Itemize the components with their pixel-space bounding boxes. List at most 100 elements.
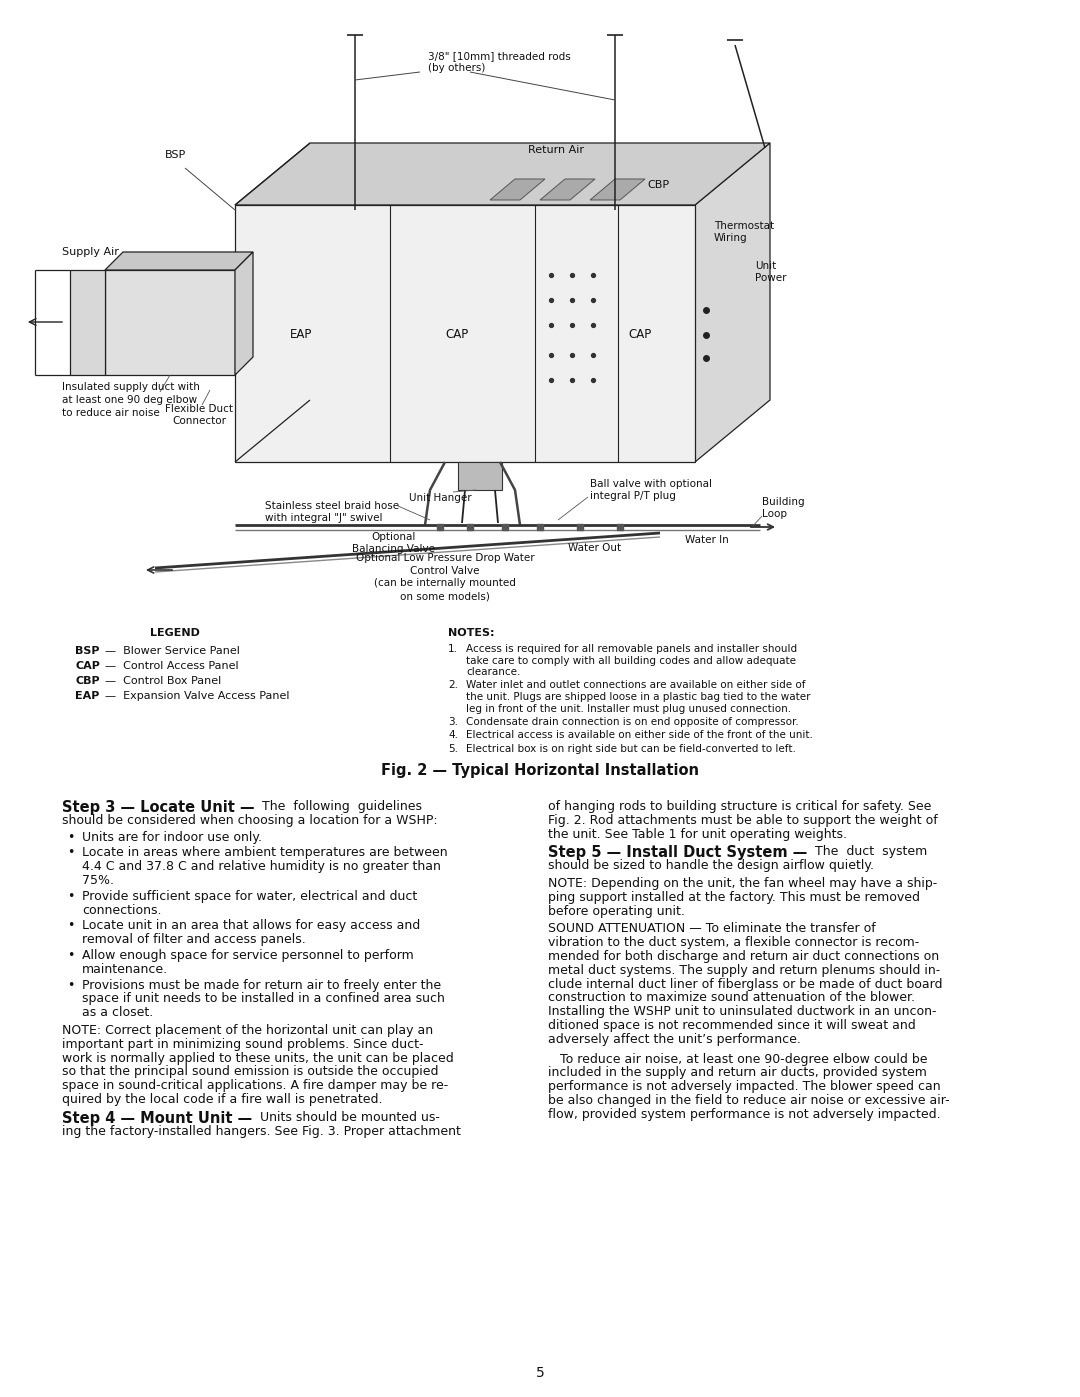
Text: performance is not adversely impacted. The blower speed can: performance is not adversely impacted. T… (548, 1080, 941, 1094)
Text: mended for both discharge and return air duct connections on: mended for both discharge and return air… (548, 950, 940, 963)
Text: clearance.: clearance. (465, 666, 521, 678)
Text: maintenance.: maintenance. (82, 963, 168, 975)
Text: CAP: CAP (627, 328, 651, 341)
Text: Electrical box is on right side but can be field-converted to left.: Electrical box is on right side but can … (465, 745, 796, 754)
Text: —  Control Box Panel: — Control Box Panel (105, 676, 221, 686)
Text: SOUND ATTENUATION — To eliminate the transfer of: SOUND ATTENUATION — To eliminate the tra… (548, 922, 876, 936)
Text: •: • (67, 919, 75, 932)
Text: To reduce air noise, at least one 90-degree elbow could be: To reduce air noise, at least one 90-deg… (548, 1052, 928, 1066)
Text: 3.: 3. (448, 717, 458, 726)
Text: flow, provided system performance is not adversely impacted.: flow, provided system performance is not… (548, 1108, 941, 1120)
Text: Step 5 — Install Duct System —: Step 5 — Install Duct System — (548, 845, 807, 861)
Text: the unit. Plugs are shipped loose in a plastic bag tied to the water: the unit. Plugs are shipped loose in a p… (465, 692, 810, 703)
Text: Fig. 2. Rod attachments must be able to support the weight of: Fig. 2. Rod attachments must be able to … (548, 814, 937, 827)
Text: Water In: Water In (685, 535, 729, 545)
Text: adversely affect the unit’s performance.: adversely affect the unit’s performance. (548, 1032, 801, 1046)
Text: Step 3 — Locate Unit —: Step 3 — Locate Unit — (62, 800, 255, 814)
Text: Provisions must be made for return air to freely enter the: Provisions must be made for return air t… (82, 979, 441, 992)
Text: 75%.: 75%. (82, 875, 114, 887)
Text: 5.: 5. (448, 745, 458, 754)
Text: should be sized to handle the design airflow quietly.: should be sized to handle the design air… (548, 859, 874, 872)
Text: Water Out: Water Out (568, 543, 621, 553)
Text: Thermostat
Wiring: Thermostat Wiring (714, 221, 774, 243)
Text: ping support installed at the factory. This must be removed: ping support installed at the factory. T… (548, 891, 920, 904)
Text: so that the principal sound emission is outside the occupied: so that the principal sound emission is … (62, 1066, 438, 1078)
Polygon shape (105, 270, 235, 374)
Polygon shape (235, 205, 696, 462)
Text: Allow enough space for service personnel to perform: Allow enough space for service personnel… (82, 949, 414, 963)
Text: The  duct  system: The duct system (807, 845, 928, 858)
Text: Unit Hanger: Unit Hanger (408, 493, 471, 503)
Text: Locate in areas where ambient temperatures are between: Locate in areas where ambient temperatur… (82, 847, 447, 859)
Text: •: • (67, 979, 75, 992)
Text: metal duct systems. The supply and return plenums should in-: metal duct systems. The supply and retur… (548, 964, 941, 977)
Text: leg in front of the unit. Installer must plug unused connection.: leg in front of the unit. Installer must… (465, 704, 792, 714)
Text: 4.: 4. (448, 731, 458, 740)
Text: •: • (67, 890, 75, 902)
Text: Insulated supply duct with
at least one 90 deg elbow
to reduce air noise: Insulated supply duct with at least one … (62, 383, 200, 418)
Text: LEGEND: LEGEND (150, 629, 200, 638)
Text: Step 4 — Mount Unit —: Step 4 — Mount Unit — (62, 1111, 252, 1126)
Text: Units should be mounted us-: Units should be mounted us- (252, 1111, 440, 1123)
Text: Stainless steel braid hose
with integral "J" swivel: Stainless steel braid hose with integral… (265, 500, 400, 524)
Text: as a closet.: as a closet. (82, 1006, 153, 1020)
Polygon shape (696, 142, 770, 462)
Polygon shape (235, 142, 770, 205)
Text: —  Expansion Valve Access Panel: — Expansion Valve Access Panel (105, 692, 289, 701)
Text: NOTES:: NOTES: (448, 629, 495, 638)
Text: 2.: 2. (448, 680, 458, 690)
Text: the unit. See Table 1 for unit operating weights.: the unit. See Table 1 for unit operating… (548, 827, 847, 841)
Text: should be considered when choosing a location for a WSHP:: should be considered when choosing a loc… (62, 814, 437, 827)
Text: clude internal duct liner of fiberglass or be made of duct board: clude internal duct liner of fiberglass … (548, 978, 943, 990)
Text: Provide sufficient space for water, electrical and duct: Provide sufficient space for water, elec… (82, 890, 417, 902)
Text: Water inlet and outlet connections are available on either side of: Water inlet and outlet connections are a… (465, 680, 806, 690)
Text: NOTE: Depending on the unit, the fan wheel may have a ship-: NOTE: Depending on the unit, the fan whe… (548, 877, 937, 890)
Text: CBP: CBP (75, 676, 99, 686)
Polygon shape (590, 179, 645, 200)
Text: Units are for indoor use only.: Units are for indoor use only. (82, 831, 262, 844)
Text: removal of filter and access panels.: removal of filter and access panels. (82, 933, 306, 946)
Text: The  following  guidelines: The following guidelines (255, 800, 422, 813)
Text: 4.4 C and 37.8 C and relative humidity is no greater than: 4.4 C and 37.8 C and relative humidity i… (82, 861, 441, 873)
Text: Fig. 2 — Typical Horizontal Installation: Fig. 2 — Typical Horizontal Installation (381, 763, 699, 778)
Text: •: • (67, 847, 75, 859)
Text: 5: 5 (536, 1366, 544, 1380)
Text: Electrical access is available on either side of the front of the unit.: Electrical access is available on either… (465, 731, 813, 740)
Text: Unit
Power: Unit Power (755, 261, 786, 284)
Text: Condensate drain connection is on end opposite of compressor.: Condensate drain connection is on end op… (465, 717, 799, 726)
Text: BSP: BSP (165, 149, 186, 161)
Text: Installing the WSHP unit to uninsulated ductwork in an uncon-: Installing the WSHP unit to uninsulated … (548, 1006, 936, 1018)
Text: EAP: EAP (291, 328, 312, 341)
Text: Return Air: Return Air (528, 145, 584, 155)
Text: Ball valve with optional
integral P/T plug: Ball valve with optional integral P/T pl… (590, 479, 712, 502)
Text: quired by the local code if a fire wall is penetrated.: quired by the local code if a fire wall … (62, 1092, 382, 1106)
Polygon shape (70, 270, 105, 374)
Text: Access is required for all removable panels and installer should: Access is required for all removable pan… (465, 644, 797, 654)
Polygon shape (235, 251, 253, 374)
Text: —  Control Access Panel: — Control Access Panel (105, 661, 239, 671)
Text: —  Blower Service Panel: — Blower Service Panel (105, 645, 240, 657)
Text: space in sound-critical applications. A fire damper may be re-: space in sound-critical applications. A … (62, 1080, 448, 1092)
Text: Flexible Duct
Connector: Flexible Duct Connector (165, 404, 233, 426)
Polygon shape (490, 179, 545, 200)
Text: Building
Loop: Building Loop (762, 496, 805, 520)
Text: 3/8" [10mm] threaded rods
(by others): 3/8" [10mm] threaded rods (by others) (428, 50, 570, 74)
Text: work is normally applied to these units, the unit can be placed: work is normally applied to these units,… (62, 1052, 454, 1065)
Text: important part in minimizing sound problems. Since duct-: important part in minimizing sound probl… (62, 1038, 423, 1051)
Text: take care to comply with all building codes and allow adequate: take care to comply with all building co… (465, 655, 796, 665)
Text: construction to maximize sound attenuation of the blower.: construction to maximize sound attenuati… (548, 992, 915, 1004)
Polygon shape (540, 179, 595, 200)
Text: connections.: connections. (82, 904, 162, 916)
Text: space if unit needs to be installed in a confined area such: space if unit needs to be installed in a… (82, 992, 445, 1006)
Text: •: • (67, 949, 75, 963)
Text: CAP: CAP (75, 661, 99, 671)
Text: ditioned space is not recommended since it will sweat and: ditioned space is not recommended since … (548, 1018, 916, 1032)
Text: NOTE: Correct placement of the horizontal unit can play an: NOTE: Correct placement of the horizonta… (62, 1024, 433, 1037)
Text: BSP: BSP (75, 645, 99, 657)
Text: CAP: CAP (445, 328, 469, 341)
Polygon shape (105, 251, 253, 270)
Text: included in the supply and return air ducts, provided system: included in the supply and return air du… (548, 1066, 927, 1080)
Text: be also changed in the field to reduce air noise or excessive air-: be also changed in the field to reduce a… (548, 1094, 949, 1106)
Text: Optional Low Pressure Drop Water
Control Valve
(can be internally mounted
on som: Optional Low Pressure Drop Water Control… (355, 553, 535, 601)
Text: of hanging rods to building structure is critical for safety. See: of hanging rods to building structure is… (548, 800, 931, 813)
